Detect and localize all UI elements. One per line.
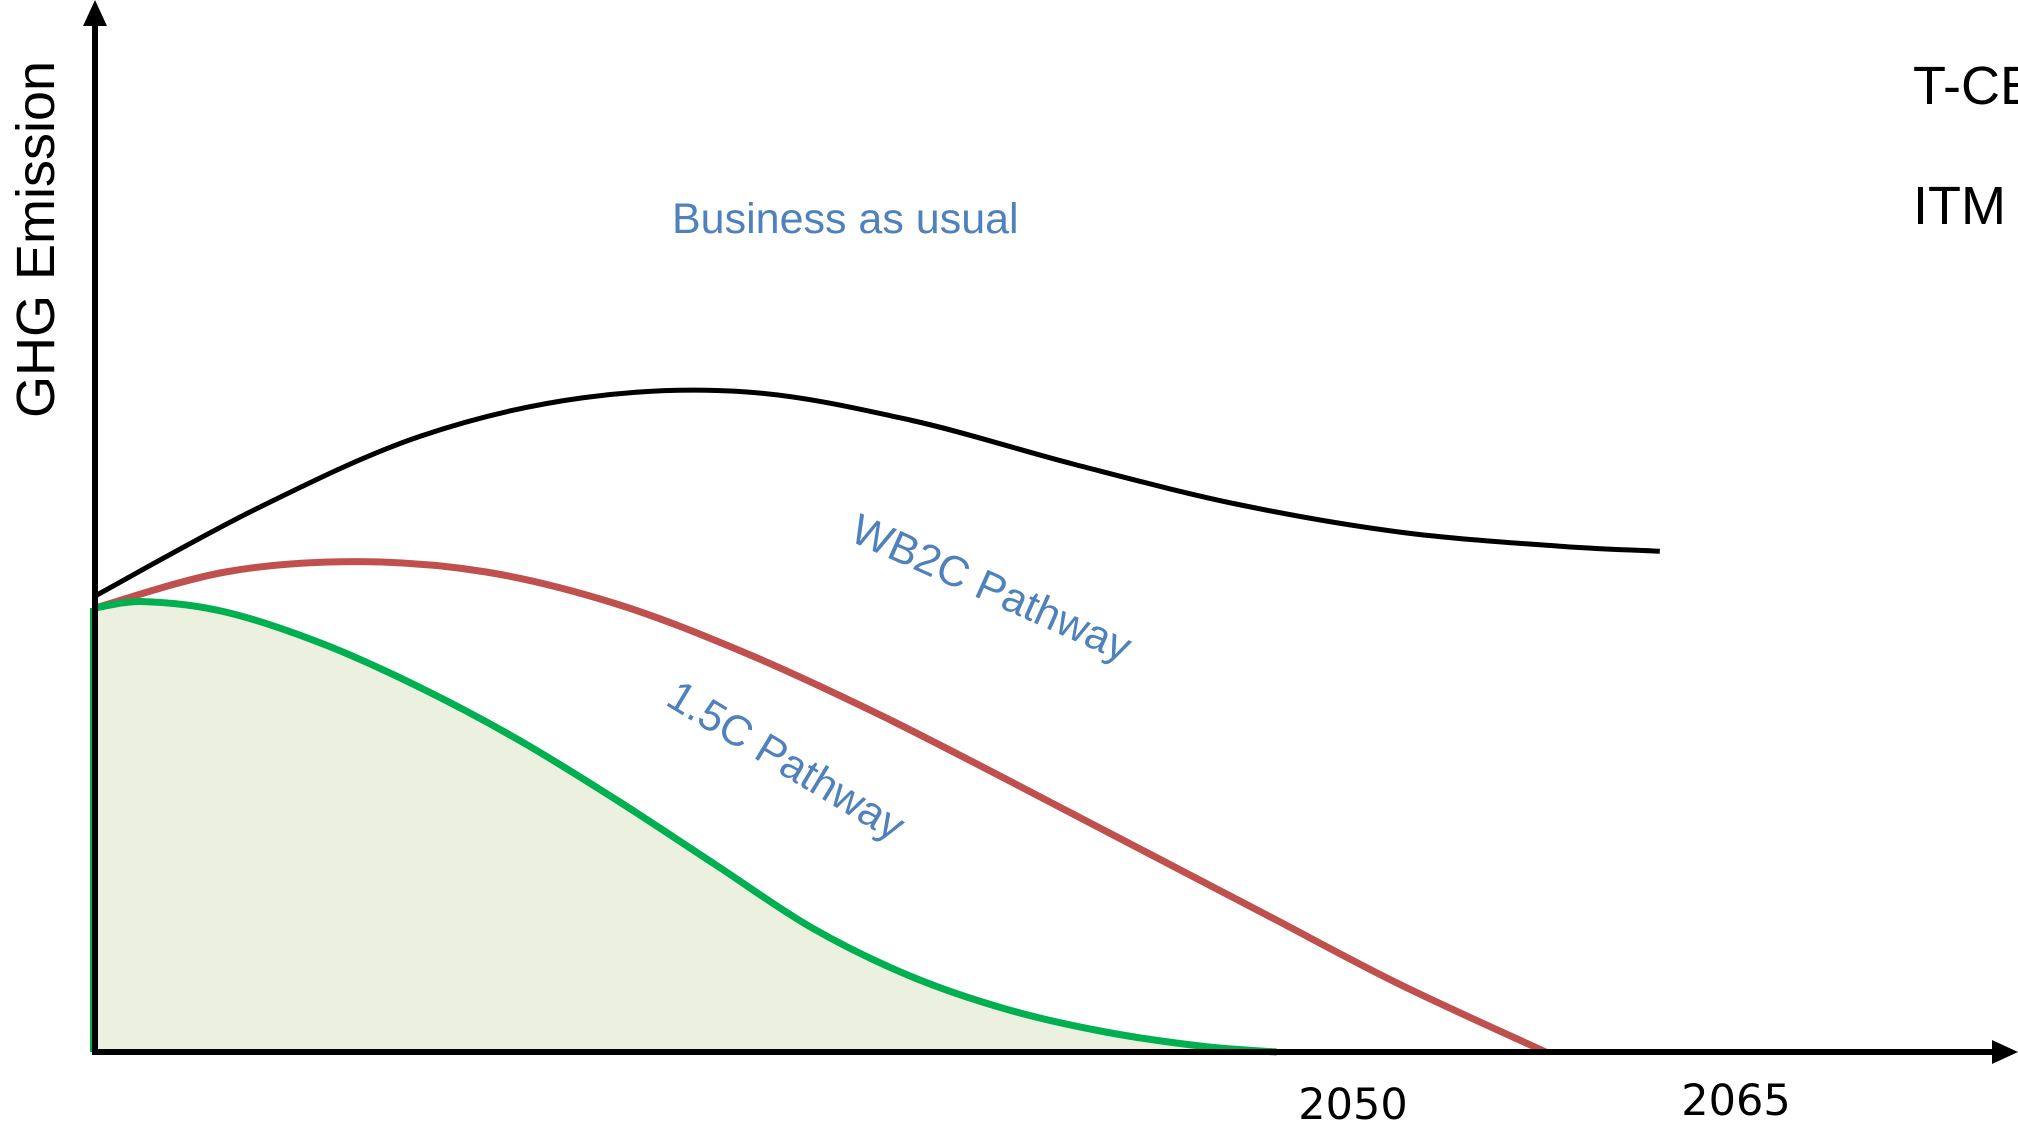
- series-label-15c-pathway: 1.5C Pathway: [659, 671, 914, 850]
- x-axis-arrow: [1992, 1040, 2018, 1064]
- x-tick-label: 2050: [1298, 1080, 1407, 1124]
- legend-label-itm: ITM: [1913, 176, 2006, 236]
- series-label-business-as-usual: Business as usual: [672, 195, 1019, 243]
- series-label-wb2c-pathway: WB2C Pathway: [844, 505, 1139, 672]
- pathway-15c-area: [95, 601, 1277, 1052]
- y-axis-arrow: [83, 0, 107, 26]
- y-axis-title: GHG Emission: [6, 61, 66, 418]
- x-tick-label: 2065: [1681, 1076, 1790, 1124]
- series-line-wb2c-pathway: [94, 558, 1548, 1056]
- legend-label-tce: T-CE: [1913, 56, 2018, 116]
- series-line-15c-pathway: [94, 598, 1278, 1056]
- series-line-business-as-usual: [93, 387, 1660, 599]
